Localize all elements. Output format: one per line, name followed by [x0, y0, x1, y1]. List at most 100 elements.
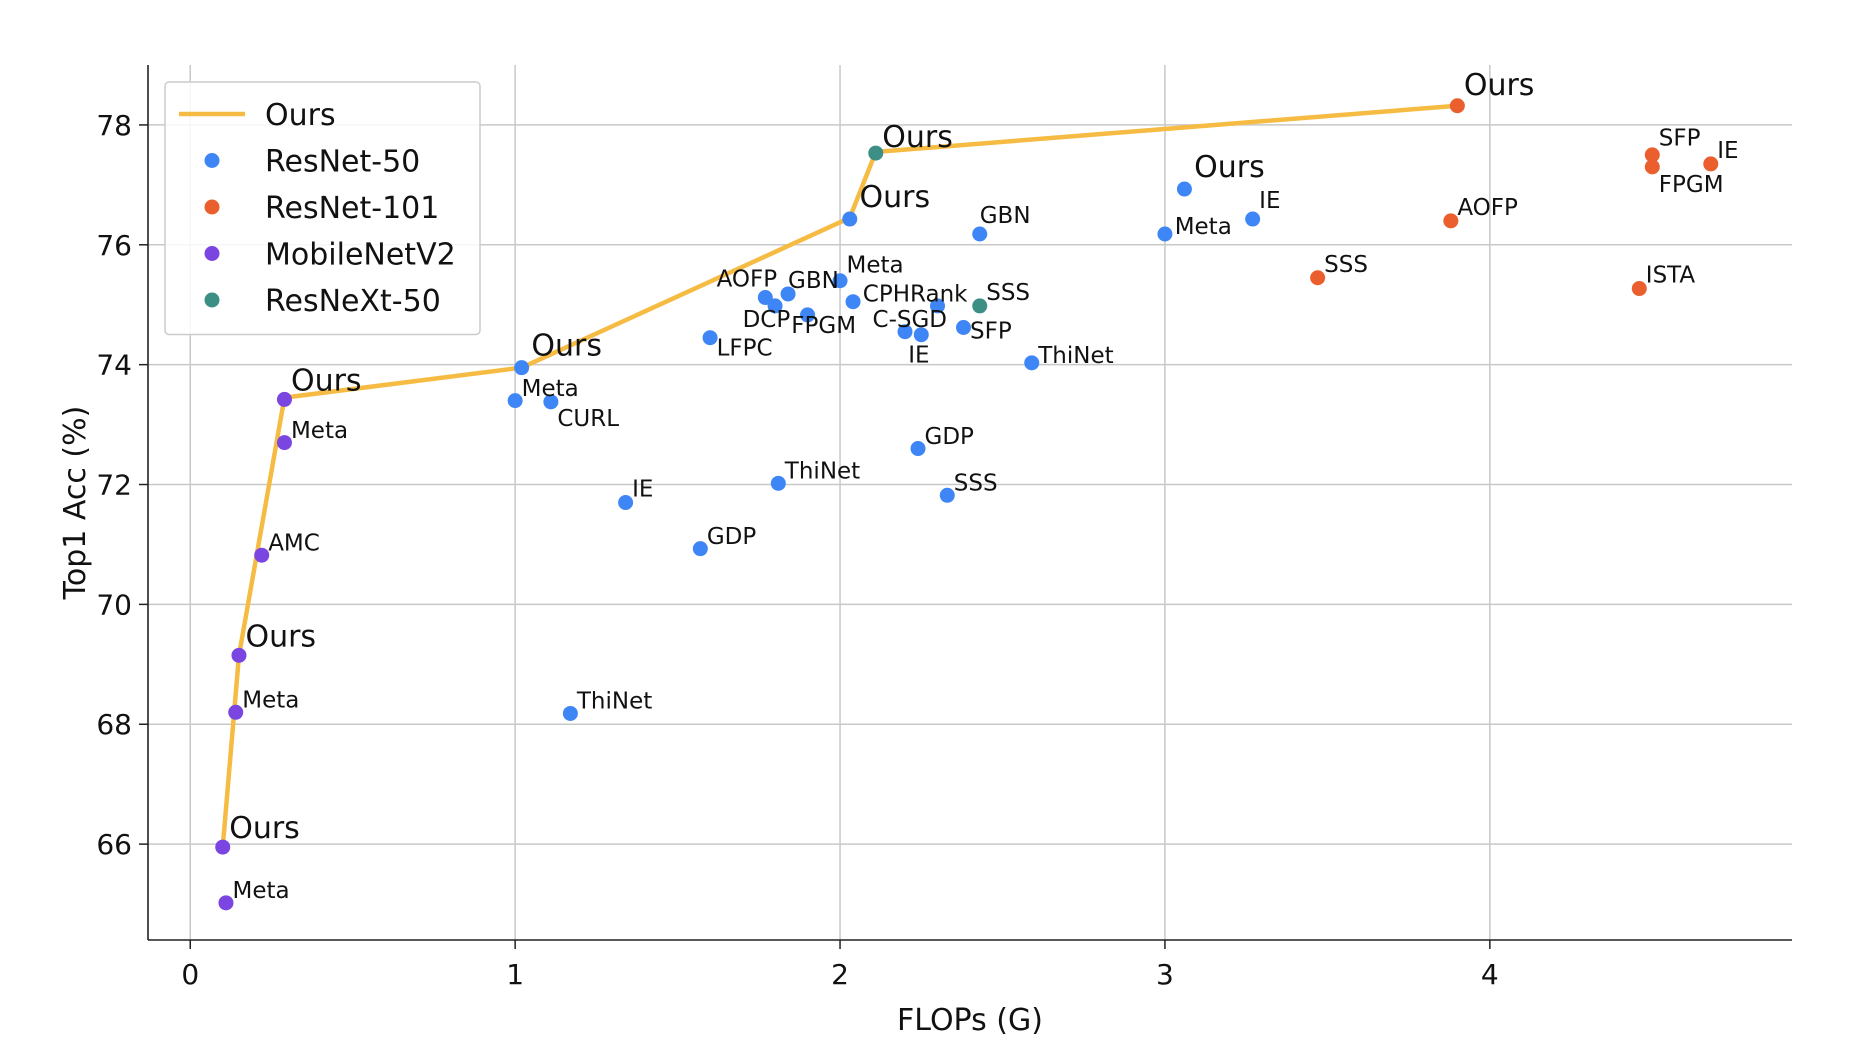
point-label: ThiNet [1037, 343, 1113, 369]
mobilenetv2-point [218, 895, 234, 911]
resnet-50-point [1024, 355, 1040, 371]
point-label: CURL [557, 406, 619, 432]
point-label: Ours [882, 120, 953, 155]
resnet-50-point [1157, 226, 1173, 242]
legend-label: Ours [265, 98, 336, 133]
point-label: SSS [986, 280, 1030, 306]
resnet-50-point [1176, 181, 1192, 197]
y-tick-label: 68 [96, 708, 132, 741]
point-label: ISTA [1646, 263, 1696, 289]
resnet-50-point [800, 307, 816, 323]
legend-marker-swatch [204, 199, 220, 215]
x-tick-label: 4 [1481, 958, 1499, 991]
mobilenetv2-point [231, 647, 247, 663]
point-label: Ours [531, 329, 602, 364]
resnet-101-point [1631, 281, 1647, 297]
y-tick-label: 76 [96, 229, 132, 262]
legend-marker-swatch [204, 153, 220, 168]
y-axis-title: Top1 Acc (%) [58, 406, 93, 601]
legend-marker-swatch [204, 292, 220, 308]
legend-label: ResNeXt-50 [265, 284, 441, 319]
point-label: ThiNet [576, 689, 652, 715]
resnet-50-point [910, 441, 926, 457]
point-label: SSS [1324, 252, 1368, 278]
legend-marker-swatch [204, 246, 220, 261]
resnet-50-point [507, 393, 523, 409]
point-label: Meta [1175, 214, 1232, 240]
point-label: DCP [743, 307, 791, 333]
point-label: Ours [860, 180, 931, 215]
resnet-50-point [845, 294, 861, 310]
resnet-50-point [939, 487, 955, 503]
point-label: Meta [291, 418, 348, 444]
resnet-50-point [702, 330, 718, 346]
axes [147, 65, 1792, 941]
point-label: IE [908, 342, 929, 368]
point-label: AMC [268, 530, 320, 556]
legend-label: MobileNetV2 [265, 238, 456, 273]
point-label: C-SGD [873, 307, 948, 333]
x-tick-label: 1 [506, 958, 524, 991]
point-label: Meta [847, 252, 904, 278]
point-label: ThiNet [784, 459, 860, 485]
resnet-50-point [618, 495, 634, 510]
point-label: Ours [1464, 68, 1535, 103]
resnet-101-point [1703, 156, 1719, 172]
point-label: FPGM [1659, 172, 1724, 198]
resnet-101-point [1443, 213, 1459, 229]
y-tick-label: 70 [96, 588, 132, 621]
resnet-101-point [1644, 159, 1660, 175]
resnext-50-point [868, 145, 884, 161]
resnet-50-point [842, 211, 858, 227]
resnet-50-point [780, 286, 796, 302]
point-label: Ours [291, 363, 362, 398]
x-axis-title: FLOPs (G) [897, 1003, 1043, 1038]
x-tick-label: 0 [181, 958, 199, 991]
resnet-50-point [770, 475, 786, 491]
point-label: CPHRank [863, 282, 968, 308]
point-label: Meta [522, 376, 579, 402]
y-tick-label: 72 [96, 469, 132, 502]
legend-frame [164, 81, 481, 336]
x-tick-label: 2 [831, 958, 849, 991]
mobilenetv2-point [228, 704, 244, 720]
point-label: FPGM [791, 313, 856, 339]
point-label: Meta [242, 687, 299, 713]
point-label: IE [1259, 188, 1280, 214]
resnet-50-point [543, 394, 559, 410]
resnet-50-point [832, 273, 848, 289]
resnet-50-point [956, 320, 972, 335]
y-tick-label: 66 [96, 828, 132, 861]
axis-ticks: 0 1 2 3 4 66 68 70 72 74 76 78 [96, 109, 1498, 991]
points-layer [215, 98, 1719, 911]
resnet-50-point [913, 327, 929, 343]
point-label: LFPC [717, 336, 773, 362]
mobilenetv2-point [276, 391, 292, 407]
legend-label: ResNet-50 [265, 145, 420, 180]
mobilenetv2-point [254, 547, 270, 563]
point-label: Ours [1194, 150, 1265, 185]
grid-lines [148, 65, 1792, 940]
point-label: GBN [980, 203, 1031, 229]
resnet-50-point [930, 298, 946, 314]
point-label: IE [1717, 138, 1738, 164]
point-label: Ours [229, 811, 300, 846]
resnext-50-point [972, 298, 988, 314]
x-tick-label: 3 [1156, 958, 1174, 991]
resnet-50-point [692, 541, 708, 557]
resnet-50-point [767, 298, 783, 314]
point-label: GDP [925, 424, 975, 450]
point-label: GDP [707, 524, 757, 550]
resnet-50-point [757, 290, 773, 306]
resnet-50-point [897, 324, 913, 340]
point-label: Meta [232, 878, 289, 904]
legend-label: ResNet-101 [265, 191, 439, 226]
point-label: GBN [788, 268, 839, 294]
y-tick-label: 74 [96, 349, 132, 382]
resnet-50-point [972, 226, 988, 242]
resnet-101-point [1310, 270, 1326, 286]
resnet-101-point [1449, 98, 1465, 114]
mobilenetv2-point [276, 435, 292, 451]
point-label: SFP [1659, 125, 1701, 151]
